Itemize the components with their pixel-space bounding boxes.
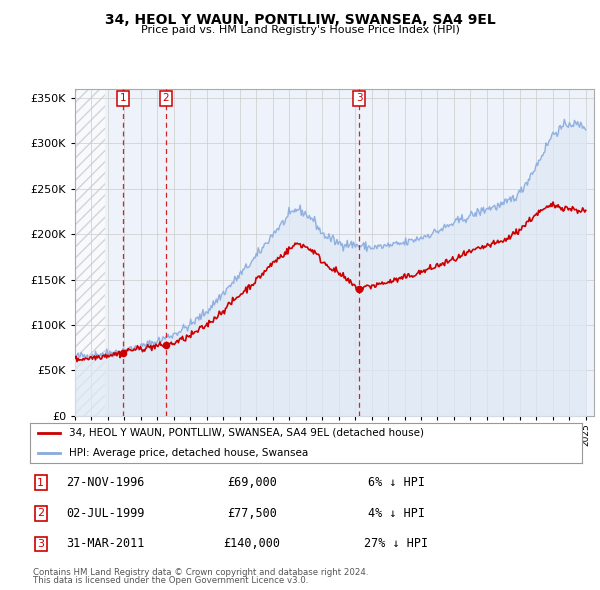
- Text: 27-NOV-1996: 27-NOV-1996: [66, 476, 144, 489]
- Text: 3: 3: [356, 93, 362, 103]
- Text: 02-JUL-1999: 02-JUL-1999: [66, 507, 144, 520]
- Text: This data is licensed under the Open Government Licence v3.0.: This data is licensed under the Open Gov…: [33, 576, 308, 585]
- Text: 31-MAR-2011: 31-MAR-2011: [66, 537, 144, 550]
- Text: 6% ↓ HPI: 6% ↓ HPI: [367, 476, 425, 489]
- Text: 1: 1: [120, 93, 127, 103]
- Text: £140,000: £140,000: [223, 537, 281, 550]
- Bar: [75, 88, 104, 416]
- Text: HPI: Average price, detached house, Swansea: HPI: Average price, detached house, Swan…: [68, 448, 308, 458]
- Text: 1: 1: [37, 478, 44, 487]
- Text: 3: 3: [37, 539, 44, 549]
- Text: 27% ↓ HPI: 27% ↓ HPI: [364, 537, 428, 550]
- Text: 2: 2: [37, 509, 44, 518]
- Text: 34, HEOL Y WAUN, PONTLLIW, SWANSEA, SA4 9EL: 34, HEOL Y WAUN, PONTLLIW, SWANSEA, SA4 …: [104, 13, 496, 27]
- Text: Price paid vs. HM Land Registry's House Price Index (HPI): Price paid vs. HM Land Registry's House …: [140, 25, 460, 35]
- Text: £77,500: £77,500: [227, 507, 277, 520]
- Text: 4% ↓ HPI: 4% ↓ HPI: [367, 507, 425, 520]
- Text: 34, HEOL Y WAUN, PONTLLIW, SWANSEA, SA4 9EL (detached house): 34, HEOL Y WAUN, PONTLLIW, SWANSEA, SA4 …: [68, 428, 424, 438]
- Text: £69,000: £69,000: [227, 476, 277, 489]
- Text: 2: 2: [163, 93, 169, 103]
- Text: Contains HM Land Registry data © Crown copyright and database right 2024.: Contains HM Land Registry data © Crown c…: [33, 568, 368, 577]
